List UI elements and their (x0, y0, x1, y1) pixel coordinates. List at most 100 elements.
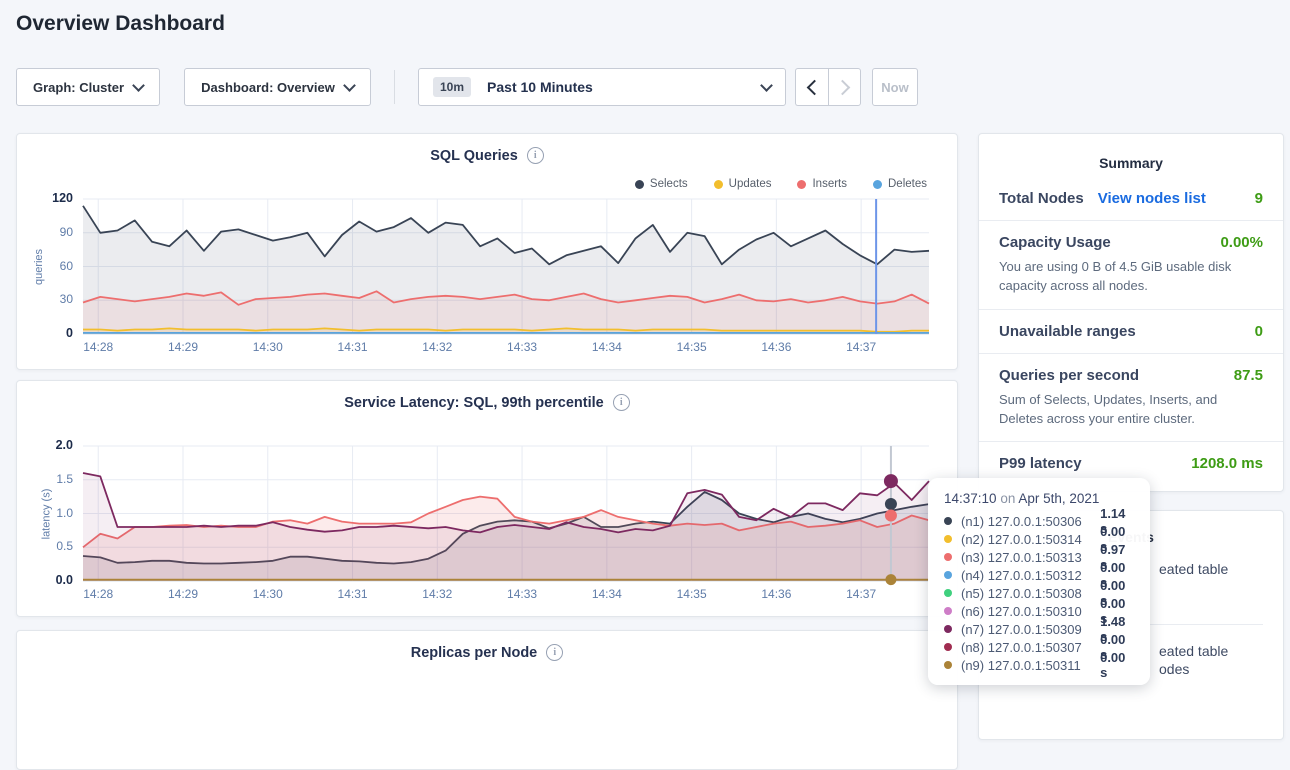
unavailable-ranges-label: Unavailable ranges (999, 323, 1136, 340)
legend-color-dot (714, 180, 723, 189)
x-axis-tick: 14:34 (583, 587, 631, 601)
graph-selector-dropdown[interactable]: Graph: Cluster (16, 68, 160, 106)
y-axis-tick: 0 (17, 326, 73, 340)
capacity-usage-description: You are using 0 B of 4.5 GiB usable disk… (999, 258, 1263, 296)
dashboard-selector-label: Dashboard: Overview (201, 80, 335, 95)
y-axis-tick: 30 (17, 292, 73, 306)
x-axis-tick: 14:31 (329, 587, 377, 601)
event-item-fragment[interactable]: eated table (1159, 561, 1228, 577)
legend-item-updates[interactable]: Updates (714, 178, 772, 190)
overview-dashboard-page: { "page": { "title": "Overview Dashboard… (0, 0, 1290, 689)
service-latency-card: Service Latency: SQL, 99th percentile i … (16, 380, 958, 617)
info-icon[interactable]: i (613, 394, 630, 411)
chevron-right-icon (835, 79, 851, 95)
x-axis-tick: 14:33 (498, 587, 546, 601)
series-color-dot (944, 625, 952, 633)
x-axis-tick: 14:34 (583, 340, 631, 354)
legend-item-selects[interactable]: Selects (635, 178, 688, 190)
time-range-badge: 10m (433, 77, 471, 97)
x-axis-tick: 14:37 (837, 340, 885, 354)
x-axis-tick: 14:37 (837, 587, 885, 601)
sql-queries-card: SQL Queries i Selects Updates Inserts Delet… (16, 133, 958, 370)
y-axis-tick: 90 (17, 225, 73, 239)
sql-queries-plot[interactable] (83, 199, 929, 334)
x-axis-tick: 14:32 (413, 587, 461, 601)
event-item-fragment[interactable]: odes (1159, 661, 1189, 677)
x-axis-tick: 14:32 (413, 340, 461, 354)
chart-hover-tooltip: 14:37:10 on Apr 5th, 2021 (n1) 127.0.0.1… (928, 478, 1150, 685)
tooltip-time: 14:37:10 (944, 491, 997, 506)
replicas-per-node-card: Replicas per Node i (16, 630, 958, 770)
x-axis-tick: 14:31 (329, 340, 377, 354)
view-nodes-list-link[interactable]: View nodes list (1098, 190, 1206, 207)
summary-row-unavailable-ranges: Unavailable ranges 0 (979, 309, 1283, 353)
sql-queries-chart: queries 030609012014:2814:2914:3014:3114… (17, 199, 929, 359)
y-axis-tick: 60 (17, 259, 73, 273)
qps-label: Queries per second (999, 367, 1139, 384)
capacity-usage-label: Capacity Usage (999, 234, 1111, 251)
series-color-dot (944, 607, 952, 615)
chevron-down-icon (760, 79, 773, 92)
x-axis-tick: 14:36 (752, 340, 800, 354)
time-step-buttons (795, 68, 861, 106)
x-axis-tick: 14:28 (74, 587, 122, 601)
time-range-label: Past 10 Minutes (487, 79, 762, 95)
info-icon[interactable]: i (527, 147, 544, 164)
summary-row-qps: Queries per second 87.5 Sum of Selects, … (979, 353, 1283, 442)
legend-item-inserts[interactable]: Inserts (797, 178, 847, 190)
x-axis-tick: 14:29 (159, 340, 207, 354)
event-item-fragment[interactable]: eated table (1159, 643, 1228, 659)
x-axis-tick: 14:35 (668, 340, 716, 354)
series-color-dot (944, 661, 952, 669)
total-nodes-label: Total Nodes (999, 190, 1084, 207)
legend-item-deletes[interactable]: Deletes (873, 178, 927, 190)
legend-label: Updates (729, 178, 772, 190)
tooltip-node-label: (n1) 127.0.0.1:50306 (961, 514, 1092, 529)
legend-label: Inserts (812, 178, 847, 190)
capacity-usage-value: 0.00% (1220, 234, 1263, 251)
legend-color-dot (873, 180, 882, 189)
p99-latency-value: 1208.0 ms (1191, 455, 1263, 472)
series-color-dot (944, 643, 952, 651)
y-axis-tick: 0.0 (17, 573, 73, 587)
x-axis-tick: 14:36 (752, 587, 800, 601)
tooltip-node-label: (n2) 127.0.0.1:50314 (961, 532, 1092, 547)
tooltip-timestamp: 14:37:10 on Apr 5th, 2021 (944, 491, 1136, 506)
tooltip-node-label: (n3) 127.0.0.1:50313 (961, 550, 1092, 565)
qps-value: 87.5 (1234, 367, 1263, 384)
tooltip-on: on (1000, 491, 1015, 506)
legend-color-dot (635, 180, 644, 189)
x-axis-tick: 14:30 (244, 340, 292, 354)
chevron-down-icon (343, 79, 356, 92)
tooltip-node-value: 0.00 s (1100, 650, 1136, 680)
y-axis-tick: 1.5 (17, 472, 73, 486)
sql-queries-title: SQL Queries (430, 148, 518, 164)
dashboard-selector-dropdown[interactable]: Dashboard: Overview (184, 68, 371, 106)
summary-row-capacity: Capacity Usage 0.00% You are using 0 B o… (979, 220, 1283, 309)
tooltip-row: (n9) 127.0.0.1:503110.00 s (944, 656, 1136, 674)
summary-title: Summary (979, 134, 1283, 177)
step-back-button[interactable] (795, 68, 828, 106)
tooltip-node-label: (n9) 127.0.0.1:50311 (961, 658, 1092, 673)
graph-selector-label: Graph: Cluster (33, 80, 124, 95)
service-latency-plot[interactable] (83, 446, 929, 581)
step-forward-button[interactable] (828, 68, 861, 106)
legend-color-dot (797, 180, 806, 189)
tooltip-node-label: (n6) 127.0.0.1:50310 (961, 604, 1092, 619)
service-latency-title: Service Latency: SQL, 99th percentile (344, 395, 604, 411)
series-color-dot (944, 535, 952, 543)
legend-label: Deletes (888, 178, 927, 190)
tooltip-node-label: (n7) 127.0.0.1:50309 (961, 622, 1092, 637)
info-icon[interactable]: i (546, 644, 563, 661)
y-axis-tick: 0.5 (17, 539, 73, 553)
unavailable-ranges-value: 0 (1255, 323, 1263, 340)
x-axis-tick: 14:30 (244, 587, 292, 601)
series-color-dot (944, 589, 952, 597)
series-color-dot (944, 571, 952, 579)
p99-latency-label: P99 latency (999, 455, 1082, 472)
x-axis-tick: 14:33 (498, 340, 546, 354)
time-range-dropdown[interactable]: 10m Past 10 Minutes (418, 68, 786, 106)
x-axis-tick: 14:35 (668, 587, 716, 601)
tooltip-node-label: (n4) 127.0.0.1:50312 (961, 568, 1092, 583)
now-button[interactable]: Now (872, 68, 918, 106)
